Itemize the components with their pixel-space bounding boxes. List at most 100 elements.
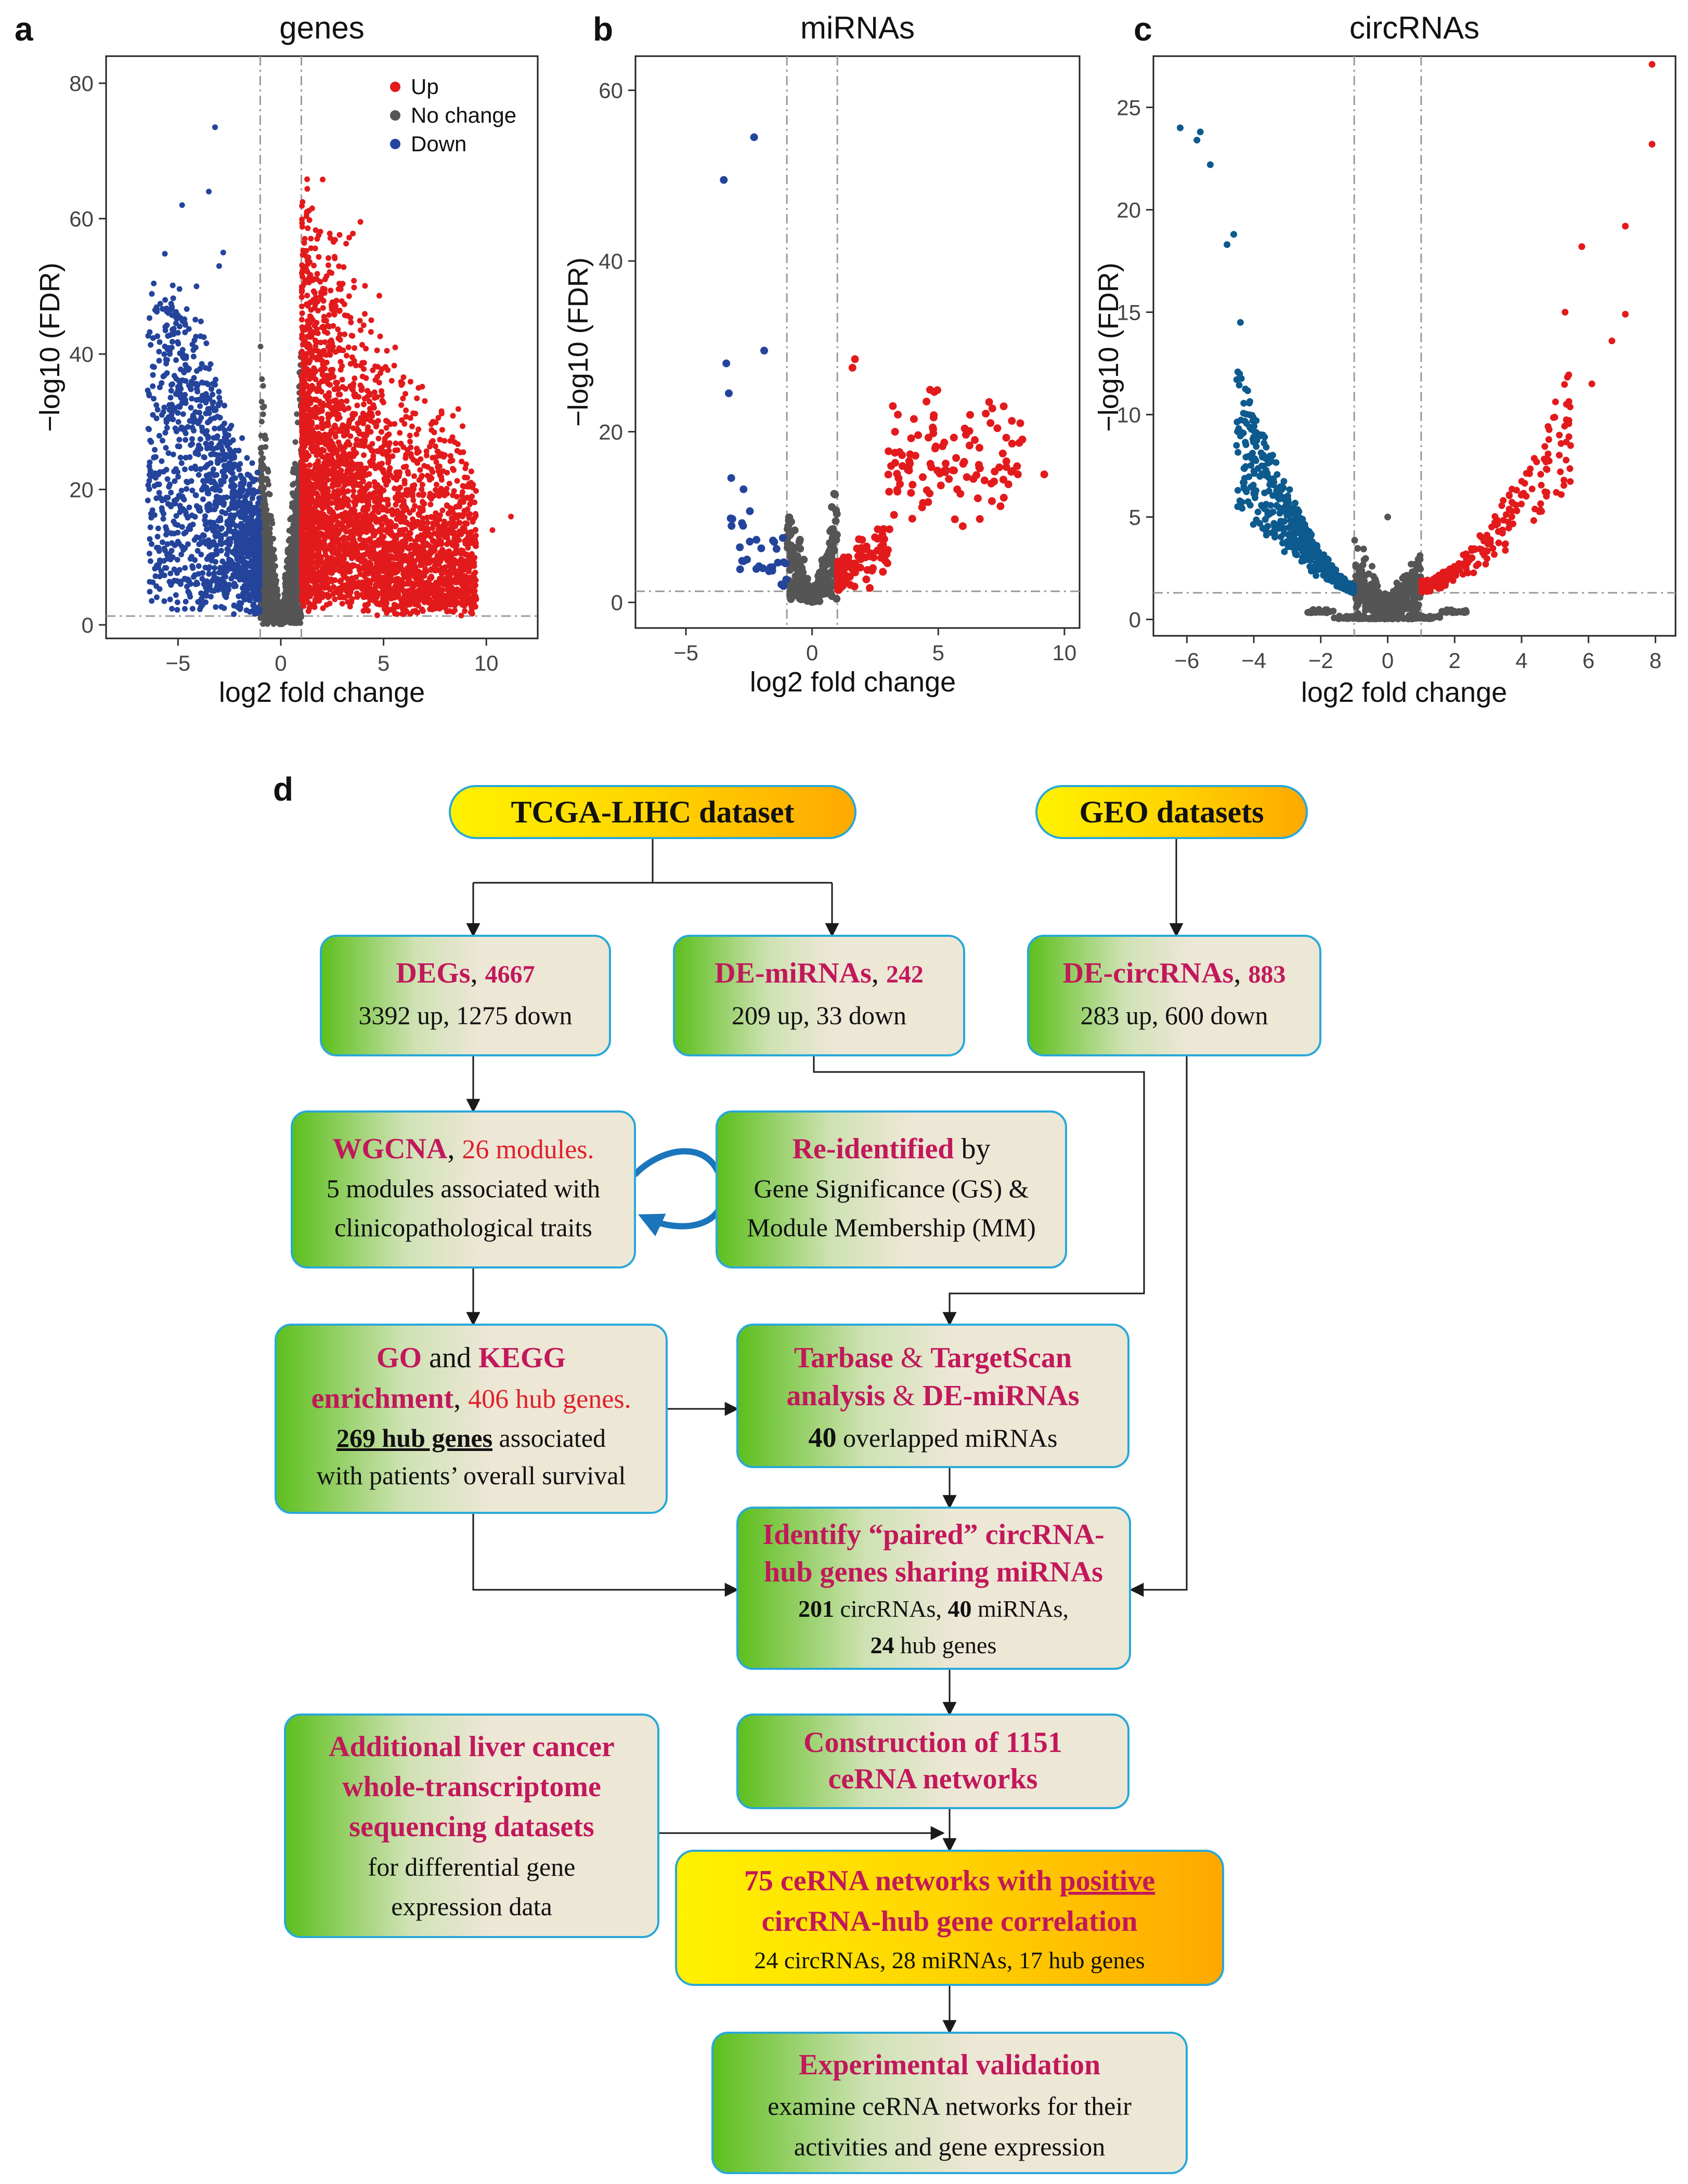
- up-point: [329, 578, 335, 584]
- up-point: [349, 354, 355, 360]
- up-point: [304, 318, 310, 324]
- up-point: [385, 442, 392, 449]
- up-point: [460, 423, 465, 429]
- up-point: [318, 378, 324, 385]
- no-change-point: [274, 600, 280, 606]
- up-point: [444, 486, 450, 492]
- no-change-point: [293, 528, 299, 534]
- up-point: [320, 298, 327, 304]
- up-point: [439, 507, 446, 514]
- up-point: [360, 322, 367, 329]
- no-change-point: [266, 512, 272, 518]
- up-point: [472, 604, 478, 610]
- up-point: [316, 598, 322, 604]
- no-change-point: [291, 466, 296, 472]
- up-point: [300, 263, 306, 269]
- no-change-point: [284, 557, 290, 564]
- up-point: [320, 305, 326, 311]
- up-point: [314, 339, 320, 345]
- up-point: [339, 399, 345, 404]
- up-point: [313, 473, 319, 479]
- up-point: [442, 438, 448, 444]
- plot-title-genes: genes: [279, 10, 364, 45]
- up-point: [299, 392, 305, 398]
- up-point: [403, 407, 409, 413]
- up-point: [410, 608, 416, 614]
- up-point: [464, 475, 470, 481]
- up-point: [439, 531, 446, 538]
- up-point: [320, 176, 326, 182]
- no-change-point: [263, 436, 269, 442]
- up-point: [374, 612, 380, 618]
- up-point: [346, 441, 353, 448]
- no-change-point: [270, 578, 277, 584]
- up-point: [338, 467, 344, 474]
- up-point: [400, 396, 406, 401]
- up-point: [386, 448, 392, 454]
- up-point: [376, 293, 382, 299]
- no-change-point: [257, 445, 264, 451]
- up-point: [347, 433, 354, 439]
- no-change-point: [271, 556, 278, 562]
- up-point: [348, 599, 355, 605]
- up-point: [458, 612, 464, 619]
- no-change-point: [292, 507, 298, 514]
- up-point: [444, 491, 450, 497]
- up-point: [347, 604, 353, 610]
- no-change-point: [266, 590, 272, 596]
- up-point: [298, 289, 305, 295]
- no-change-point: [292, 439, 298, 445]
- up-point: [424, 519, 431, 526]
- up-point: [308, 245, 314, 251]
- no-change-point: [266, 537, 272, 543]
- up-point: [392, 509, 398, 515]
- up-point: [468, 468, 474, 475]
- no-change-point: [263, 533, 269, 539]
- up-point: [450, 466, 456, 472]
- up-point: [392, 486, 398, 491]
- up-point: [331, 254, 337, 260]
- up-point: [437, 437, 443, 442]
- up-point: [316, 254, 322, 260]
- up-point: [345, 405, 352, 411]
- up-point: [305, 608, 311, 614]
- up-point: [299, 220, 305, 226]
- no-change-point: [291, 518, 297, 525]
- no-change-point: [277, 621, 283, 627]
- up-point: [305, 254, 311, 260]
- up-point: [462, 608, 468, 614]
- up-point: [359, 387, 365, 393]
- no-change-point: [294, 469, 301, 476]
- up-point: [346, 234, 352, 241]
- up-point: [359, 518, 366, 524]
- up-point: [363, 465, 369, 472]
- up-point: [375, 436, 382, 441]
- no-change-point: [261, 503, 267, 509]
- no-change-point: [271, 619, 277, 625]
- up-point: [337, 367, 344, 373]
- up-point: [438, 408, 445, 414]
- up-point: [353, 362, 359, 369]
- up-point: [374, 552, 381, 558]
- no-change-point: [281, 602, 287, 608]
- no-change-point: [265, 481, 271, 488]
- up-point: [345, 580, 352, 586]
- up-point: [305, 303, 311, 309]
- up-point: [433, 510, 439, 516]
- up-point: [406, 546, 412, 552]
- no-change-point: [261, 464, 267, 470]
- up-point: [420, 515, 426, 521]
- no-change-point: [283, 614, 289, 621]
- up-point: [322, 423, 329, 429]
- up-point: [349, 555, 355, 561]
- up-point: [355, 421, 361, 426]
- up-point: [446, 510, 452, 516]
- up-point: [361, 552, 367, 558]
- no-change-point: [294, 545, 301, 552]
- no-change-point: [275, 605, 281, 611]
- up-point: [342, 431, 348, 438]
- up-point: [456, 520, 462, 526]
- up-point: [374, 374, 381, 380]
- up-point: [361, 452, 367, 458]
